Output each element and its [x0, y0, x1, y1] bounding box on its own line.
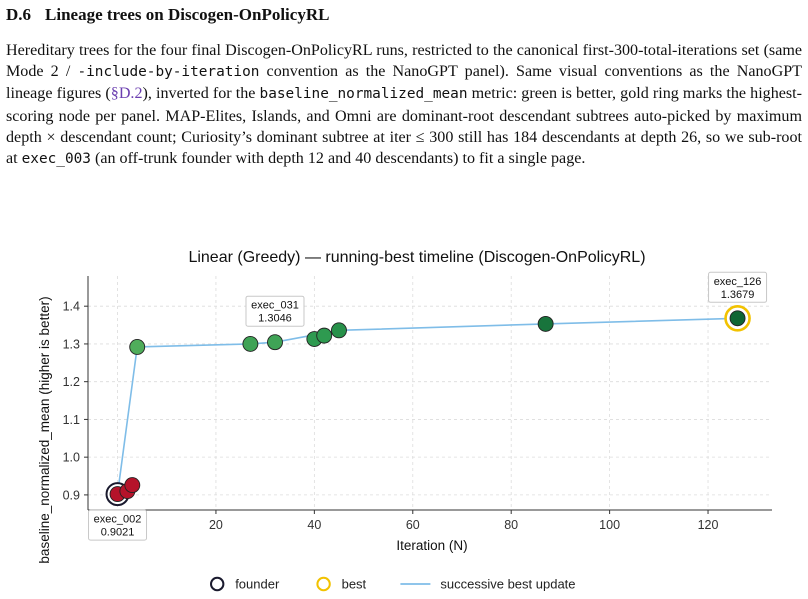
x-axis-label: Iteration (N) — [396, 538, 467, 553]
best-path-line — [116, 317, 738, 495]
annotation-name: exec_126 — [714, 276, 762, 288]
x-tick-label: 100 — [599, 518, 620, 532]
paragraph-text-2: convention as the NanoGPT panel). Same v… — [6, 63, 802, 103]
section-paragraph: Hereditary trees for the four final Disc… — [6, 40, 802, 170]
x-tick-label: 80 — [504, 518, 518, 532]
paragraph-text-4: metric: green is better, gold ring marks… — [6, 85, 803, 168]
appendix-section: D.6 Lineage trees on Discogen-OnPolicyRL … — [6, 4, 802, 170]
chart-axes — [87, 276, 772, 511]
best-update-line — [116, 317, 738, 495]
annotation-name: exec_031 — [251, 300, 299, 312]
section-number: D.6 — [6, 5, 32, 24]
code-include-flag: -include-by-iteration — [77, 64, 260, 81]
data-point — [124, 477, 141, 494]
legend-best-marker — [316, 576, 331, 592]
legend-founder-marker — [210, 576, 225, 592]
data-point — [331, 322, 347, 339]
legend-label: best — [342, 577, 367, 592]
annotation-name: exec_002 — [94, 514, 142, 526]
section-heading: D.6 Lineage trees on Discogen-OnPolicyRL — [6, 4, 802, 26]
data-point — [537, 315, 554, 332]
x-tick-label: 120 — [698, 518, 719, 532]
chart-points — [105, 305, 751, 507]
legend-item-successive-best-update: successive best update — [400, 577, 576, 592]
y-axis-label: baseline_normalized_mean (higher is bett… — [37, 296, 52, 563]
annotation-box — [245, 295, 305, 327]
data-point — [729, 310, 746, 327]
paragraph-text-3: ), inverted for the — [142, 85, 260, 103]
annotation-value: 1.3679 — [721, 289, 755, 301]
data-point — [267, 334, 283, 351]
chart-legend: founder best successive best update — [210, 576, 576, 592]
paragraph-text-1: Hereditary trees for the four final Disc… — [6, 42, 802, 81]
y-tick-label: 1.1 — [63, 413, 80, 427]
x-tick-label: 20 — [209, 518, 223, 532]
legend-label: successive best update — [440, 577, 575, 592]
x-tick-label: 40 — [307, 518, 321, 532]
section-title: Lineage trees on Discogen-OnPolicyRL — [45, 5, 330, 24]
annotation-value: 0.9021 — [101, 527, 135, 539]
chart-title: Linear (Greedy) — running-best timeline … — [188, 249, 645, 266]
x-tick-label: 60 — [406, 518, 420, 532]
y-tick-label: 1.2 — [63, 375, 80, 389]
annotation-box — [708, 271, 768, 303]
data-point — [129, 339, 146, 355]
chart-ticks: 20 40 60 80 100 120 0.9 1.0 1.1 1.2 1.3 1.4 — [63, 300, 719, 532]
data-point — [316, 327, 333, 344]
running-best-chart: Linear (Greedy) — running-best timeline … — [37, 249, 772, 592]
data-point — [242, 335, 259, 352]
y-tick-label: 1.4 — [63, 300, 80, 314]
y-tick-label: 1.0 — [63, 451, 80, 465]
y-tick-label: 0.9 — [63, 488, 80, 502]
legend-item-best: best — [316, 576, 367, 592]
y-tick-label: 1.3 — [63, 337, 80, 351]
paragraph-text-5: (an off-trunk founder with depth 12 and … — [90, 150, 586, 168]
code-exec-id: exec_003 — [21, 151, 91, 168]
legend-item-founder: founder — [210, 576, 280, 592]
legend-label: founder — [235, 577, 280, 592]
section-reference-link[interactable]: §D.2 — [110, 85, 143, 103]
code-metric-name: baseline_normalized_mean — [259, 86, 468, 103]
annotation-value: 1.3046 — [258, 313, 292, 325]
chart-grid — [88, 276, 772, 510]
annotation-box — [88, 509, 148, 541]
